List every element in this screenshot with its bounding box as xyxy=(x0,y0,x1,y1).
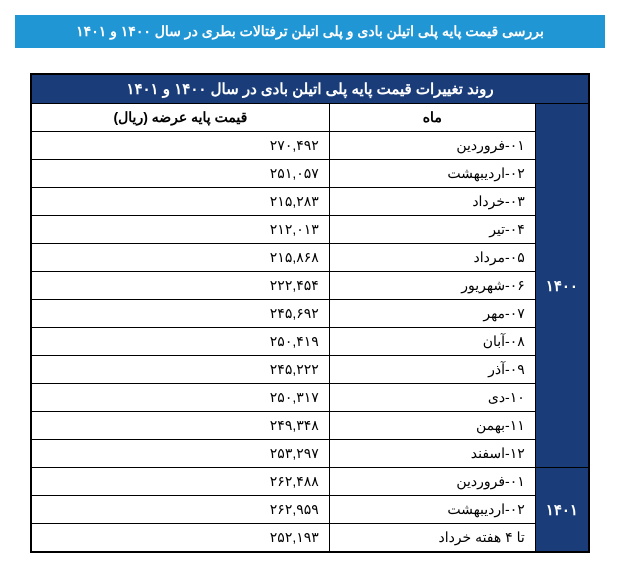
table-row: ۰۱-فروردین ۲۷۰,۴۹۲ xyxy=(31,132,589,160)
price-cell: ۲۶۲,۴۸۸ xyxy=(31,468,329,496)
price-cell: ۲۲۲,۴۵۴ xyxy=(31,272,329,300)
month-cell: ۱۰-دی xyxy=(329,384,535,412)
month-cell: ۱۱-بهمن xyxy=(329,412,535,440)
price-cell: ۲۴۵,۲۲۲ xyxy=(31,356,329,384)
month-cell: ۰۶-شهریور xyxy=(329,272,535,300)
table-row: ۰۲-اردیبهشت ۲۵۱,۰۵۷ xyxy=(31,160,589,188)
table-row: ۰۳-خرداد ۲۱۵,۲۸۳ xyxy=(31,188,589,216)
month-cell: ۰۲-اردیبهشت xyxy=(329,496,535,524)
table-row: ۱۲-اسفند ۲۵۳,۲۹۷ xyxy=(31,440,589,468)
price-cell: ۲۴۵,۶۹۲ xyxy=(31,300,329,328)
price-cell: ۲۱۵,۲۸۳ xyxy=(31,188,329,216)
table-row: ۰۵-مرداد ۲۱۵,۸۶۸ xyxy=(31,244,589,272)
month-cell: ۰۸-آبان xyxy=(329,328,535,356)
table-row: ۱۴۰۱ ۰۱-فروردین ۲۶۲,۴۸۸ xyxy=(31,468,589,496)
month-cell: تا ۴ هفته خرداد xyxy=(329,524,535,553)
price-cell: ۲۱۵,۸۶۸ xyxy=(31,244,329,272)
table-row: تا ۴ هفته خرداد ۲۵۲,۱۹۳ xyxy=(31,524,589,553)
column-month-header: ماه xyxy=(329,104,535,132)
month-cell: ۱۲-اسفند xyxy=(329,440,535,468)
table-row: ۰۹-آذر ۲۴۵,۲۲۲ xyxy=(31,356,589,384)
table-row: ۰۷-مهر ۲۴۵,۶۹۲ xyxy=(31,300,589,328)
table-row: ۰۴-تیر ۲۱۲,۰۱۳ xyxy=(31,216,589,244)
table-row: ۱۱-بهمن ۲۴۹,۳۴۸ xyxy=(31,412,589,440)
price-cell: ۲۵۰,۴۱۹ xyxy=(31,328,329,356)
price-cell: ۲۶۲,۹۵۹ xyxy=(31,496,329,524)
table-row: ۰۶-شهریور ۲۲۲,۴۵۴ xyxy=(31,272,589,300)
page-title: بررسی قیمت پایه پلی اتیلن بادی و پلی اتی… xyxy=(15,15,605,48)
price-cell: ۲۱۲,۰۱۳ xyxy=(31,216,329,244)
month-cell: ۰۱-فروردین xyxy=(329,132,535,160)
column-price-header: قیمت پایه عرضه (ریال) xyxy=(31,104,329,132)
table-row: ۱۰-دی ۲۵۰,۳۱۷ xyxy=(31,384,589,412)
month-cell: ۰۴-تیر xyxy=(329,216,535,244)
table-row: ۰۸-آبان ۲۵۰,۴۱۹ xyxy=(31,328,589,356)
price-cell: ۲۵۳,۲۹۷ xyxy=(31,440,329,468)
price-cell: ۲۵۱,۰۵۷ xyxy=(31,160,329,188)
year-1400: ۱۴۰۰ xyxy=(535,104,589,468)
table-row: ۰۲-اردیبهشت ۲۶۲,۹۵۹ xyxy=(31,496,589,524)
price-cell: ۲۵۰,۳۱۷ xyxy=(31,384,329,412)
month-cell: ۰۷-مهر xyxy=(329,300,535,328)
month-cell: ۰۳-خرداد xyxy=(329,188,535,216)
price-cell: ۲۵۲,۱۹۳ xyxy=(31,524,329,553)
year-1401: ۱۴۰۱ xyxy=(535,468,589,553)
price-table-container: روند تغییرات قیمت پایه پلی اتیلن بادی در… xyxy=(30,73,590,553)
month-cell: ۰۲-اردیبهشت xyxy=(329,160,535,188)
price-cell: ۲۷۰,۴۹۲ xyxy=(31,132,329,160)
month-cell: ۰۱-فروردین xyxy=(329,468,535,496)
price-cell: ۲۴۹,۳۴۸ xyxy=(31,412,329,440)
table-header: روند تغییرات قیمت پایه پلی اتیلن بادی در… xyxy=(31,74,589,104)
month-cell: ۰۹-آذر xyxy=(329,356,535,384)
price-table: روند تغییرات قیمت پایه پلی اتیلن بادی در… xyxy=(30,73,590,553)
month-cell: ۰۵-مرداد xyxy=(329,244,535,272)
